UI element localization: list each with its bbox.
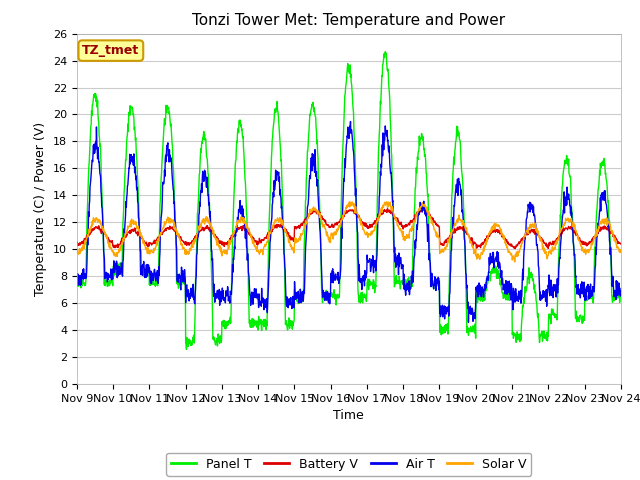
Panel T xyxy=(180,281,188,287)
Text: TZ_tmet: TZ_tmet xyxy=(82,44,140,57)
Air T xyxy=(255,305,262,311)
Y-axis label: Temperature (C) / Power (V): Temperature (C) / Power (V) xyxy=(35,122,47,296)
Panel T xyxy=(195,202,202,208)
Solar V xyxy=(255,249,262,255)
Air T xyxy=(180,267,188,273)
Panel T xyxy=(553,317,561,323)
Battery V xyxy=(434,222,442,228)
Battery V xyxy=(194,230,202,236)
Air T xyxy=(505,289,513,295)
Battery V xyxy=(505,241,513,247)
Line: Panel T: Panel T xyxy=(77,52,621,349)
Panel T xyxy=(73,278,81,284)
Battery V xyxy=(511,246,519,252)
Panel T xyxy=(182,347,190,352)
Solar V xyxy=(511,259,518,265)
Battery V xyxy=(553,236,561,241)
Battery V xyxy=(180,240,188,246)
Solar V xyxy=(194,228,202,233)
Air T xyxy=(465,319,472,325)
Panel T xyxy=(617,291,625,297)
Air T xyxy=(553,286,561,292)
Line: Battery V: Battery V xyxy=(77,208,621,249)
Battery V xyxy=(255,241,262,247)
Panel T xyxy=(505,291,513,297)
Legend: Panel T, Battery V, Air T, Solar V: Panel T, Battery V, Air T, Solar V xyxy=(166,453,531,476)
Line: Solar V: Solar V xyxy=(77,202,621,262)
Air T xyxy=(194,235,202,241)
Solar V xyxy=(434,234,442,240)
Solar V xyxy=(505,249,513,254)
Panel T xyxy=(434,281,442,287)
Solar V xyxy=(73,246,81,252)
Battery V xyxy=(73,240,81,246)
Solar V xyxy=(553,240,561,246)
Battery V xyxy=(617,241,625,247)
Air T xyxy=(73,274,81,280)
Panel T xyxy=(255,317,263,323)
Panel T xyxy=(381,49,389,55)
Air T xyxy=(434,281,442,287)
X-axis label: Time: Time xyxy=(333,409,364,422)
Solar V xyxy=(346,199,353,205)
Line: Air T: Air T xyxy=(77,121,621,322)
Battery V xyxy=(421,205,429,211)
Air T xyxy=(347,119,355,124)
Title: Tonzi Tower Met: Temperature and Power: Tonzi Tower Met: Temperature and Power xyxy=(192,13,506,28)
Solar V xyxy=(180,247,188,252)
Air T xyxy=(617,288,625,294)
Solar V xyxy=(617,247,625,252)
